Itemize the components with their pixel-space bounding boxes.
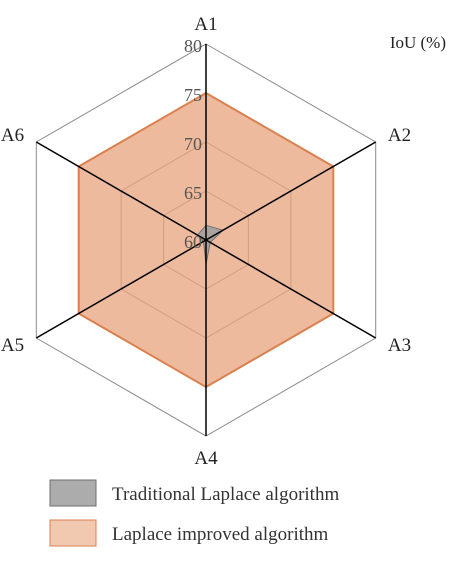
- legend: Traditional Laplace algorithm Laplace imp…: [49, 479, 339, 547]
- tick-label-70: 70: [184, 134, 202, 154]
- spoke-a5: [35, 239, 207, 339]
- tick-label-80: 80: [184, 36, 202, 56]
- legend-swatch: [49, 479, 97, 507]
- tick-label-65: 65: [184, 183, 202, 203]
- legend-label: Laplace improved algorithm: [112, 524, 329, 545]
- radar-tick-labels: 60 65 70 75 80: [184, 36, 202, 252]
- axis-label-a6: A6: [1, 125, 24, 146]
- legend-item-traditional: Traditional Laplace algorithm: [49, 479, 339, 507]
- radar-spokes: [35, 44, 377, 436]
- unit-label: IoU (%): [390, 33, 446, 52]
- axis-label-a5: A5: [1, 335, 24, 356]
- axis-label-a4: A4: [194, 448, 218, 469]
- axis-label-a3: A3: [388, 335, 411, 356]
- axis-label-a2: A2: [388, 125, 411, 146]
- tick-label-60: 60: [184, 232, 202, 252]
- legend-swatch: [49, 519, 97, 547]
- legend-label: Traditional Laplace algorithm: [112, 484, 339, 505]
- spoke-a2: [205, 141, 377, 241]
- spoke-a6: [35, 141, 207, 241]
- spoke-a3: [205, 239, 377, 339]
- axis-label-a1: A1: [194, 14, 217, 35]
- legend-item-improved: Laplace improved algorithm: [49, 519, 329, 547]
- radar-axis-labels: A1 A2 A3 A4 A5 A6: [1, 14, 411, 469]
- tick-label-75: 75: [184, 85, 202, 105]
